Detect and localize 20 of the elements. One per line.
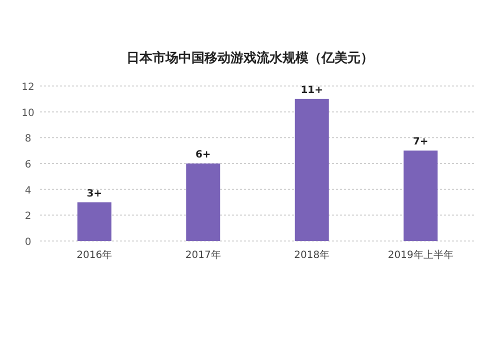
y-tick-label: 12	[22, 82, 34, 93]
data-label: 3+	[86, 188, 102, 200]
y-tick-label: 10	[22, 108, 34, 119]
y-tick-label: 6	[24, 160, 32, 170]
data-label: 7+	[412, 136, 428, 148]
data-label: 11+	[300, 84, 324, 96]
bar	[294, 98, 329, 241]
x-tick-label: 2017年	[185, 249, 221, 261]
bar	[404, 150, 438, 241]
x-tick-label: 2019年上半年	[388, 249, 454, 261]
y-tick-label: 0	[24, 237, 32, 248]
x-tick-label: 2018年	[294, 249, 330, 261]
chart-title: 日本市场中国移动游戏流水规模（亿美元）	[126, 50, 374, 66]
y-tick-label: 2	[24, 211, 32, 222]
data-label: 6+	[195, 150, 211, 160]
x-tick-label: 2016年	[76, 249, 112, 261]
bar	[77, 202, 112, 241]
y-tick-label: 4	[24, 185, 32, 196]
y-tick-label: 8	[24, 134, 32, 145]
bar	[186, 164, 220, 241]
